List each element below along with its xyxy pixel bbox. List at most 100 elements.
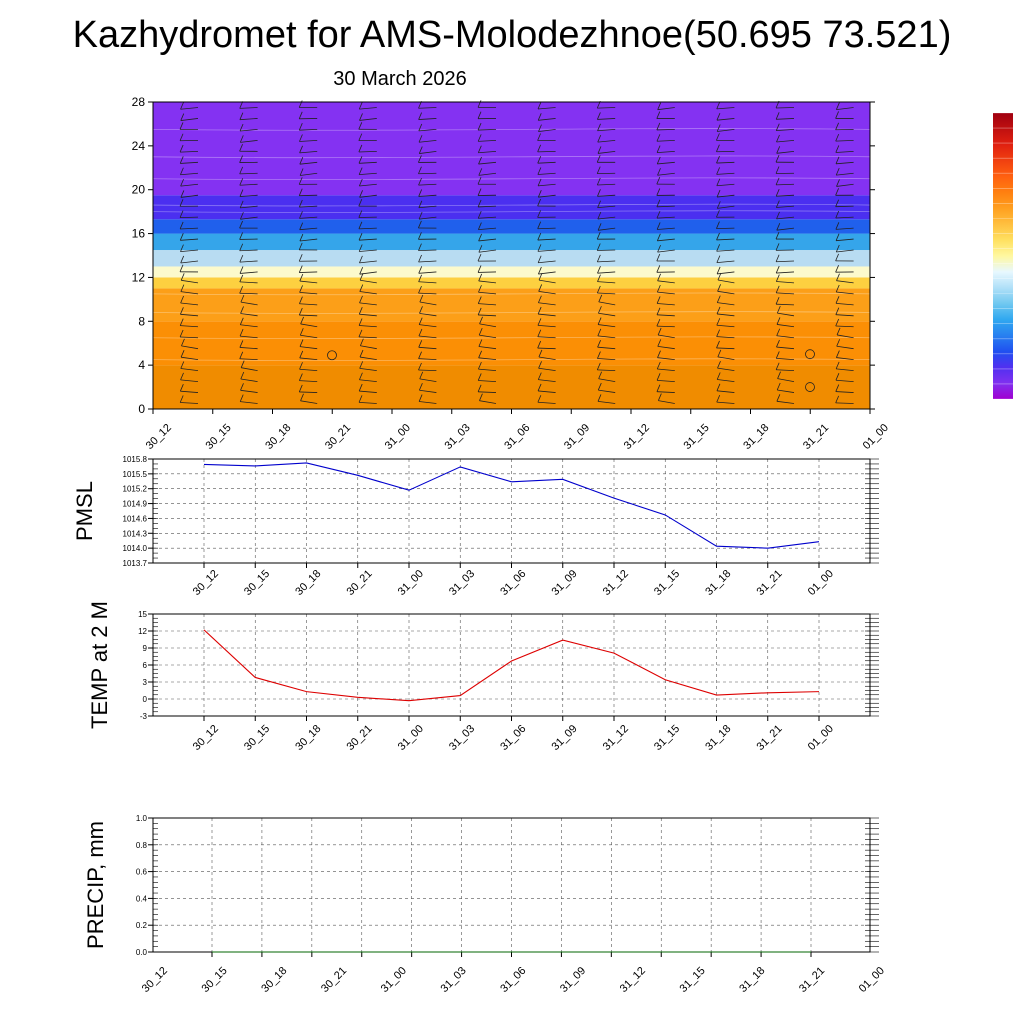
wind-barb-flag — [358, 133, 363, 141]
wind-barb-flag — [299, 328, 304, 336]
wind-barb-flag — [478, 327, 483, 336]
wind-barb — [777, 312, 795, 317]
wind-barb — [478, 161, 497, 165]
wind-barb — [478, 216, 497, 219]
wind-barb-flag — [596, 254, 601, 263]
wind-barb-flag — [537, 101, 542, 110]
cross-xtick-label: 31_21 — [801, 422, 831, 452]
wind-barb — [598, 389, 616, 393]
wind-barb-flag — [656, 111, 661, 119]
wind-barb — [359, 368, 377, 372]
wind-barb — [359, 194, 377, 198]
wind-barb — [538, 183, 556, 187]
wind-barb-flag — [716, 372, 721, 380]
wind-barb-flag — [418, 177, 422, 186]
calm-circle — [805, 349, 815, 360]
precip-xtick-label: 31_12 — [618, 965, 648, 995]
wind-barb-flag — [179, 384, 184, 392]
wind-barb — [716, 260, 735, 264]
wind-barb-flag — [716, 210, 720, 218]
wind-barb — [358, 227, 377, 230]
wind-barb-flag — [598, 371, 602, 379]
wind-barb — [359, 356, 377, 361]
cross-xtick-label: 31_09 — [562, 422, 592, 452]
precip-xtick-label: 30_21 — [319, 965, 349, 995]
wind-barb-flag — [597, 123, 601, 131]
wind-barb — [180, 313, 199, 317]
wind-barb-flag — [716, 201, 721, 209]
wind-barb — [537, 401, 556, 404]
wind-barb-flag — [835, 122, 839, 130]
wind-barb-flag — [596, 177, 601, 186]
wind-barb — [537, 161, 556, 164]
wind-barb — [419, 324, 437, 328]
wind-barb — [538, 356, 556, 361]
wind-barb-flag — [775, 231, 780, 240]
wind-barb — [656, 314, 675, 317]
wind-barb-flag — [597, 382, 602, 391]
cross-xtick-label: 31_12 — [622, 422, 652, 452]
wind-barb-flag — [537, 156, 542, 164]
wind-barb-flag — [358, 144, 363, 153]
wind-barb — [478, 368, 497, 372]
cross-xtick-label: 31_03 — [443, 422, 473, 452]
wind-barb-flag — [835, 265, 839, 273]
wind-barb — [776, 118, 795, 120]
wind-barb — [657, 107, 675, 111]
wind-barb-flag — [418, 328, 423, 337]
wind-barb — [180, 390, 199, 393]
temp-xtick-label: 30_18 — [293, 723, 323, 753]
wind-barb-flag — [537, 167, 542, 175]
wind-barb — [240, 313, 258, 317]
wind-barb-flag — [179, 210, 184, 218]
wind-barb-flag — [835, 296, 840, 304]
wind-barb-flag — [418, 166, 422, 174]
wind-barb-flag — [358, 395, 363, 403]
wind-barb-flag — [359, 361, 364, 369]
wind-barb-flag — [776, 394, 781, 402]
pmsl-ytick-label: 1013.7 — [123, 559, 148, 568]
wind-barb-flag — [775, 285, 780, 294]
wind-barb-flag — [656, 296, 661, 304]
wind-barb-flag — [358, 199, 363, 207]
wind-barb — [597, 150, 616, 154]
wind-barb — [716, 194, 735, 198]
wind-barb-flag — [598, 294, 603, 303]
wind-barb-flag — [180, 190, 185, 198]
calm-circle — [327, 350, 337, 361]
wind-barb-flag — [716, 340, 720, 349]
wind-barb — [299, 391, 318, 393]
wind-barb-flag — [239, 135, 244, 143]
wind-barb-flag — [775, 189, 780, 197]
wind-barb — [478, 238, 497, 242]
wind-barb-flag — [656, 145, 661, 153]
wind-barb-flag — [179, 395, 184, 403]
wind-barb-flag — [717, 284, 721, 292]
wind-barb-flag — [538, 284, 543, 292]
pmsl-xtick-label: 31_12 — [601, 568, 631, 598]
wind-barb — [419, 150, 437, 154]
wind-barb-flag — [656, 188, 661, 196]
wind-barb — [657, 249, 675, 253]
wind-barb-flag — [298, 384, 303, 393]
wind-barb — [299, 194, 318, 197]
wind-barb — [358, 401, 377, 404]
wind-barb — [537, 249, 556, 252]
wind-barb — [299, 357, 318, 361]
contour-line — [152, 292, 871, 296]
wind-barb — [240, 205, 258, 209]
temp-xtick-label: 30_15 — [242, 723, 272, 753]
wind-barb-flag — [179, 122, 184, 130]
wind-barb-flag — [716, 318, 721, 326]
wind-barb-flag — [657, 339, 662, 347]
wind-barb-flag — [777, 371, 781, 379]
wind-barb — [358, 150, 377, 153]
wind-barb-flag — [835, 361, 840, 370]
wind-barb — [239, 281, 258, 284]
wind-barb — [478, 314, 497, 317]
wind-barb-flag — [538, 349, 543, 358]
wind-barb-flag — [477, 122, 482, 131]
wind-barb — [835, 379, 854, 382]
wind-barb-flag — [835, 210, 840, 219]
wind-barb — [716, 118, 735, 121]
